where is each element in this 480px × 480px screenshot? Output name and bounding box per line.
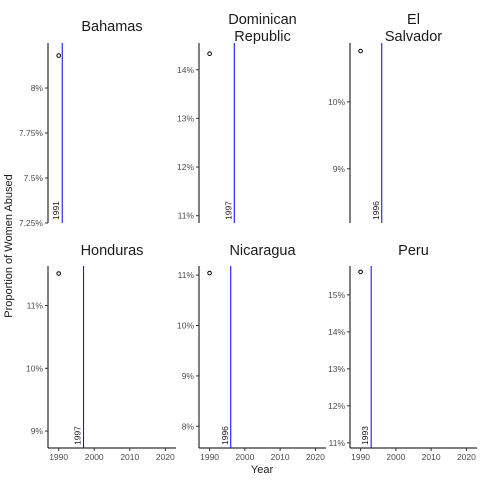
facet-title: Nicaragua (229, 243, 296, 259)
y-tick-label: 9% (333, 164, 346, 174)
x-tick-label: 2000 (386, 452, 405, 462)
facet-panel: Bahamas 7.25% 7.5% 7.75% 8% 1991 (19, 19, 143, 228)
y-tick-label: 11% (329, 438, 346, 448)
x-tick-label: 2020 (306, 452, 325, 462)
x-tick-label: 2020 (457, 452, 476, 462)
y-axis-title: Proportion of Women Abused (3, 174, 15, 318)
y-tick-label: 15% (328, 290, 345, 300)
x-tick-label: 2010 (271, 452, 290, 462)
facet-title: El (407, 12, 420, 28)
facet-title: Dominican (228, 12, 297, 28)
data-point (358, 48, 363, 54)
y-tick-label: 14% (177, 65, 194, 75)
x-tick-label: 2000 (235, 452, 254, 462)
y-tick-label: 12% (328, 401, 345, 411)
facet-title: Bahamas (81, 19, 142, 35)
y-tick-label: 10% (26, 363, 43, 373)
data-point (207, 270, 212, 276)
data-point (358, 269, 363, 275)
y-tick-label: 11% (178, 211, 195, 221)
facet-panel: Honduras 9% 10% 11% 1990 2000 2010 2020 1997 (26, 243, 176, 462)
y-tick-label: 7.75% (19, 128, 44, 138)
data-point (207, 51, 212, 57)
facet-title: Republic (234, 29, 290, 45)
reference-vline-label: 1997 (223, 201, 233, 220)
facet-panel: Nicaragua 8% 9% 10% 11% 1990 2000 2010 2020 1996 (177, 243, 326, 462)
x-tick-label: 2010 (120, 452, 139, 462)
x-tick-label: 2000 (85, 452, 104, 462)
y-tick-label: 7.5% (24, 173, 44, 183)
y-tick-label: 7.25% (19, 218, 44, 228)
x-tick-label: 1990 (200, 452, 219, 462)
y-tick-label: 11% (27, 301, 44, 311)
y-tick-label: 13% (328, 364, 345, 374)
facet-title: Salvador (385, 29, 442, 45)
reference-vline-label: 1993 (360, 426, 370, 445)
y-tick-label: 14% (328, 327, 345, 337)
facet-grid: Bahamas 7.25% 7.5% 7.75% 8% 1991 DominicanRepu… (19, 12, 477, 462)
data-point (56, 271, 61, 276)
y-tick-label: 9% (182, 371, 195, 381)
y-tick-label: 13% (177, 113, 194, 123)
reference-vline-label: 1991 (51, 201, 61, 220)
reference-vline-label: 1996 (220, 426, 230, 445)
x-axis-title: Year (251, 464, 274, 476)
reference-vline-label: 1997 (73, 426, 83, 445)
y-tick-label: 12% (177, 162, 194, 172)
x-tick-label: 2010 (422, 452, 441, 462)
x-tick-label: 2020 (156, 452, 175, 462)
facet-panel: Peru 11% 12% 13% 14% 15% 1990 2000 2010 2020 1993 (328, 243, 477, 462)
y-tick-label: 9% (31, 426, 44, 436)
x-tick-label: 1990 (351, 452, 370, 462)
y-tick-label: 10% (328, 97, 345, 107)
facet-title: Honduras (81, 243, 144, 259)
y-tick-label: 11% (178, 270, 195, 280)
x-tick-label: 1990 (49, 452, 68, 462)
reference-vline-label: 1996 (371, 201, 381, 220)
data-point (56, 53, 61, 58)
facet-title: Peru (398, 243, 429, 259)
y-tick-label: 10% (177, 320, 194, 330)
y-tick-label: 8% (182, 421, 195, 431)
y-tick-label: 8% (31, 83, 44, 93)
